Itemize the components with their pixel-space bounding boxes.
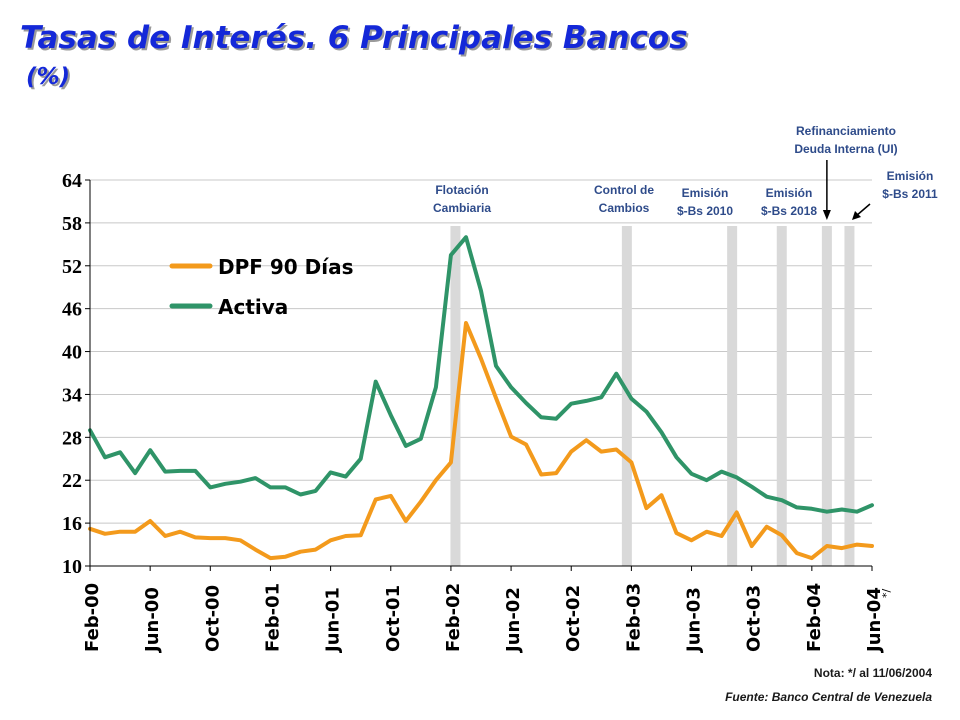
y-tick-label: 52 bbox=[62, 256, 82, 278]
event-label: $-Bs 2018 bbox=[761, 204, 817, 218]
page-title: Tasas de Interés. 6 Principales Bancos bbox=[20, 20, 688, 56]
y-tick-label: 16 bbox=[62, 513, 82, 535]
event-shade-bar bbox=[821, 226, 832, 566]
event-label: Control de bbox=[594, 183, 654, 197]
series-line bbox=[88, 235, 874, 514]
event-label: Emisión bbox=[887, 169, 934, 183]
footnote: Nota: */ al 11/06/2004 bbox=[813, 666, 932, 680]
x-tick-label: Oct-01 bbox=[383, 585, 404, 652]
legend-label: DPF 90 Días bbox=[218, 255, 354, 279]
event-label: $-Bs 2010 bbox=[677, 204, 733, 218]
event-label: $-Bs 2011 bbox=[882, 187, 938, 201]
event-annotations: Flotación Cambiaria Control de Cambios Emisi… bbox=[431, 122, 940, 220]
x-tick-label: Jun-03 bbox=[684, 587, 705, 654]
event-shade-bar bbox=[776, 226, 787, 566]
x-tick-label: Oct-02 bbox=[563, 585, 584, 652]
event-arrowhead bbox=[822, 210, 831, 220]
series-line bbox=[88, 321, 874, 561]
x-tick-label: Jun-02 bbox=[503, 587, 524, 654]
event-shade-bar bbox=[450, 226, 461, 566]
y-tick-label: 64 bbox=[62, 170, 82, 192]
y-tick-label: 34 bbox=[62, 384, 82, 406]
legend-label: Activa bbox=[218, 295, 288, 319]
event-label: Deuda Interna (UI) bbox=[794, 142, 897, 156]
x-tick-label: Feb-03 bbox=[623, 583, 644, 652]
y-tick-label: 58 bbox=[62, 213, 82, 235]
event-label: Emisión bbox=[682, 186, 729, 200]
event-shade-bar bbox=[621, 226, 632, 566]
legend: DPF 90 Días Activa bbox=[169, 255, 354, 319]
event-arrowhead bbox=[852, 211, 861, 220]
axes: 10 16 22 28 34 40 46 52 58 64 Feb-00 Jun-00 Oct-00 Fe… bbox=[62, 170, 893, 654]
y-tick-label: 28 bbox=[62, 427, 82, 449]
event-shade-bar bbox=[727, 226, 738, 566]
event-arrow bbox=[855, 203, 871, 217]
x-tick-label: Feb-02 bbox=[443, 583, 464, 652]
x-tick-label: Feb-04 bbox=[804, 583, 825, 652]
series-lines bbox=[88, 235, 874, 561]
event-label: Cambios bbox=[599, 201, 650, 215]
y-tick-label: 46 bbox=[62, 299, 82, 321]
page-subtitle: (%) bbox=[26, 64, 71, 90]
x-tick-label: Oct-03 bbox=[744, 585, 765, 652]
x-tick-label: Feb-00 bbox=[82, 583, 103, 652]
x-tick-label: Oct-00 bbox=[202, 585, 223, 652]
event-label: Refinanciamiento bbox=[796, 124, 896, 138]
x-tick-suffix: */ bbox=[880, 589, 893, 599]
y-tick-label: 40 bbox=[62, 342, 82, 364]
x-tick-label: Jun-00 bbox=[142, 587, 163, 654]
event-shading bbox=[450, 226, 855, 566]
x-tick-label: Jun-04 bbox=[864, 587, 885, 654]
event-label: Flotación bbox=[435, 183, 488, 197]
y-tick-label: 10 bbox=[62, 556, 82, 578]
event-label: Cambiaria bbox=[433, 201, 491, 215]
event-label: Emisión bbox=[766, 186, 813, 200]
y-tick-label: 22 bbox=[62, 470, 82, 492]
x-tick-label: Feb-01 bbox=[262, 583, 283, 652]
x-tick-label: Jun-01 bbox=[323, 587, 344, 654]
source-note: Fuente: Banco Central de Venezuela bbox=[725, 690, 932, 704]
gridlines bbox=[90, 179, 872, 524]
event-shade-bar bbox=[844, 226, 855, 566]
